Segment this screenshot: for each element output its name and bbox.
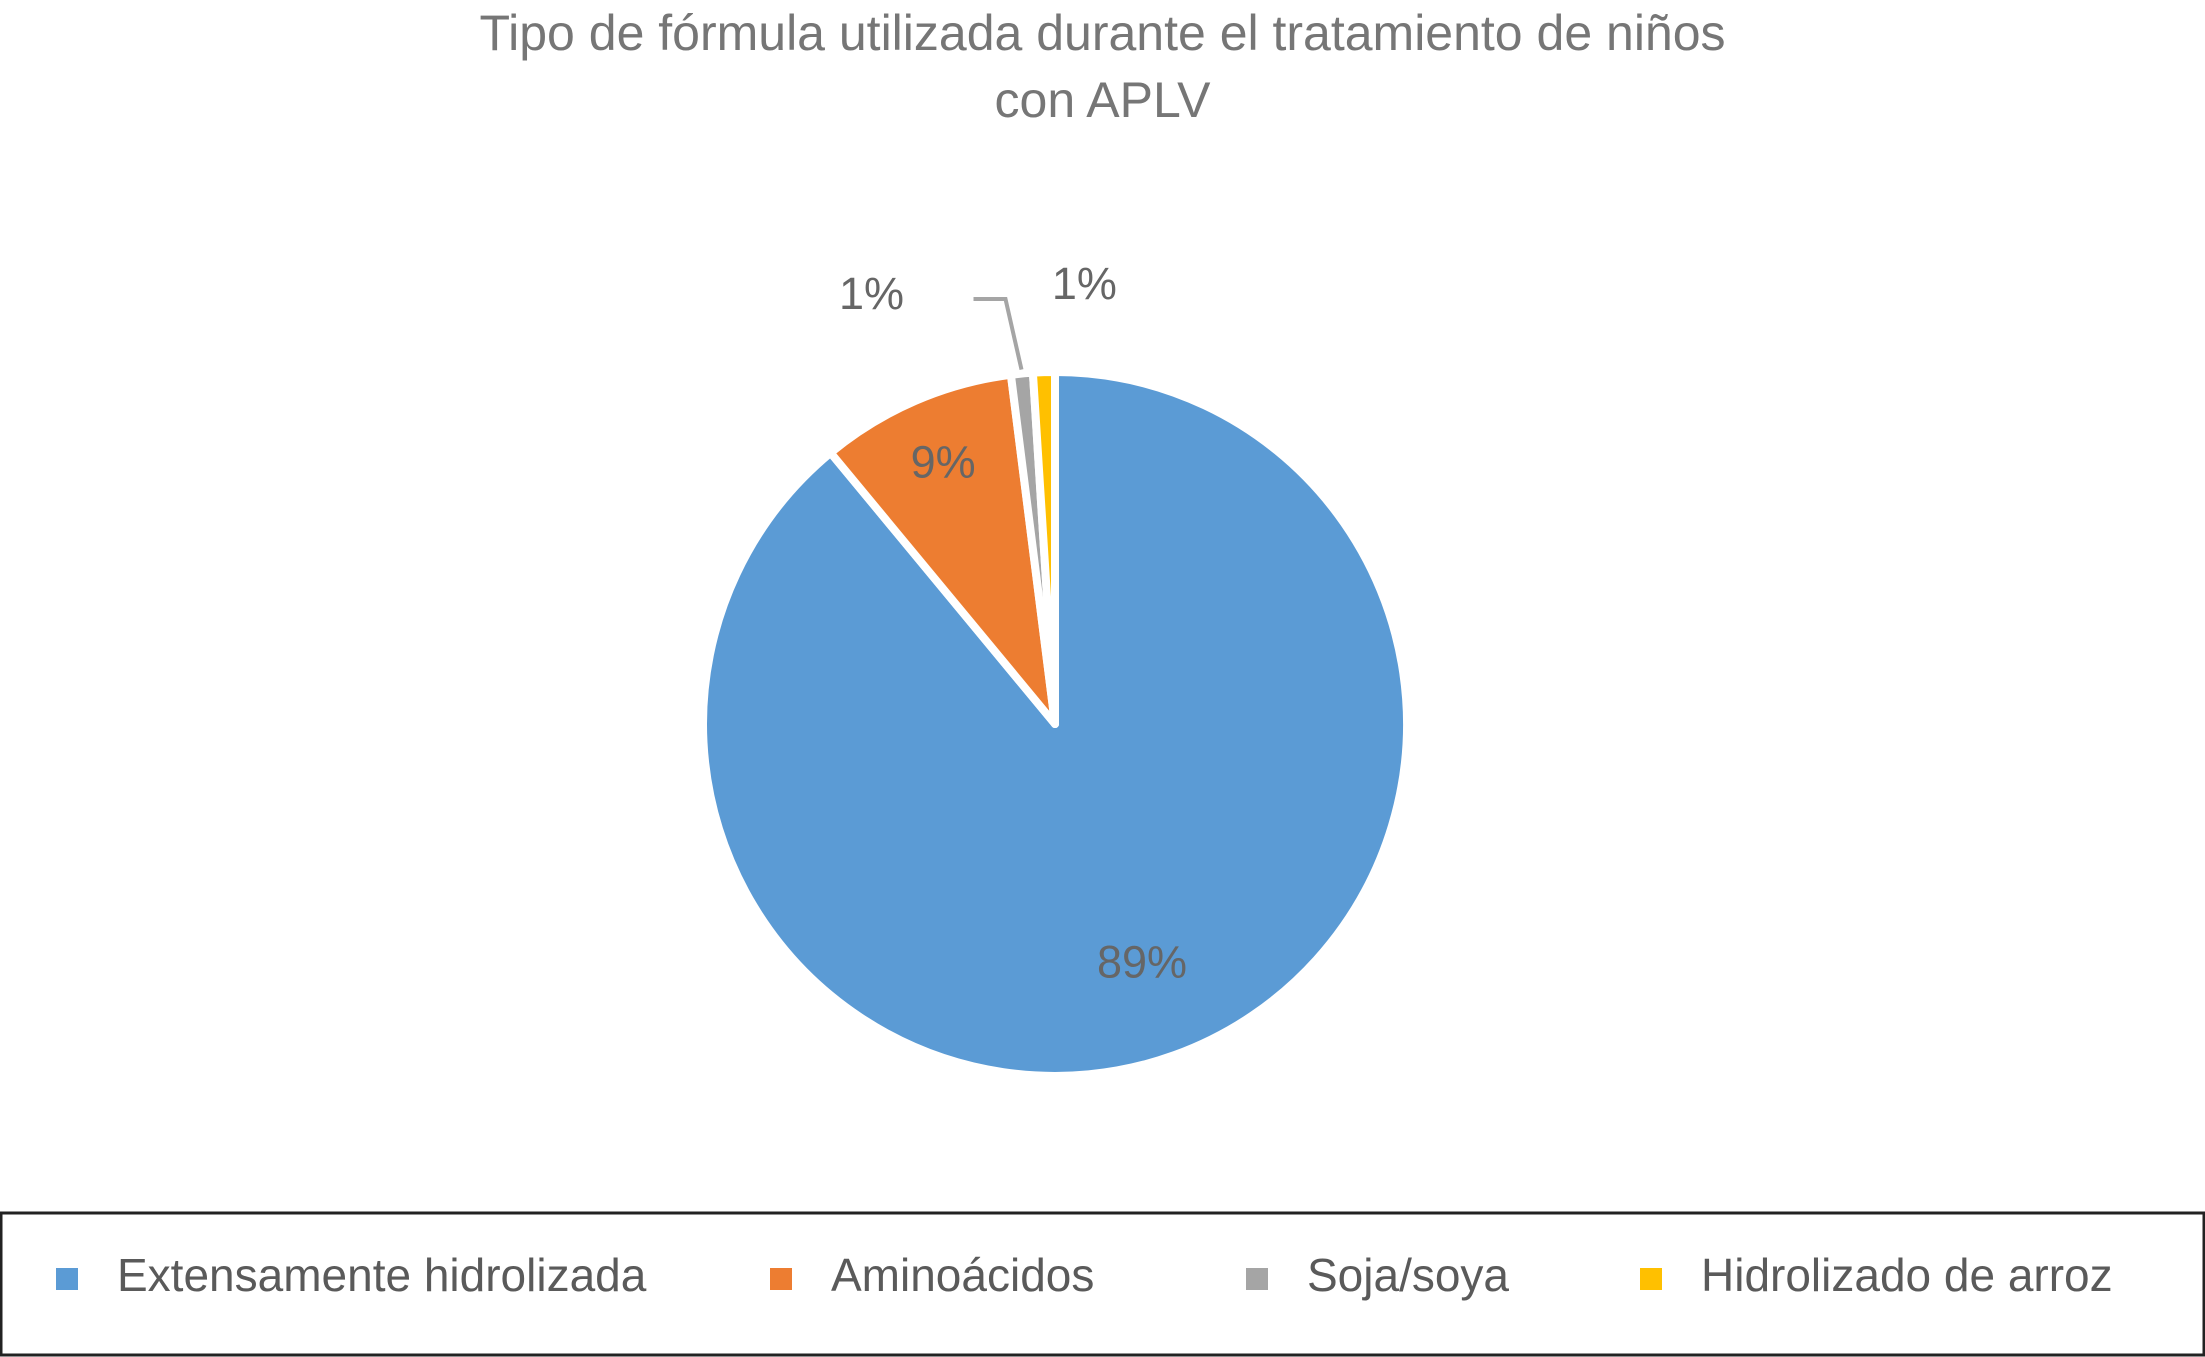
legend-label: Soja/soya (1307, 1249, 1509, 1301)
pie-slice (1028, 368, 1059, 728)
leader-line (973, 297, 1024, 371)
legend-swatch (1246, 1268, 1268, 1290)
chart-title: Tipo de fórmula utilizada durante el tra… (479, 5, 1726, 128)
data-label: 1% (839, 268, 904, 319)
legend-label: Aminoácidos (831, 1249, 1094, 1301)
legend-swatch (1640, 1268, 1662, 1290)
legend-box (0, 1211, 2205, 1357)
legend-swatch (770, 1268, 792, 1290)
legend-label: Extensamente hidrolizada (117, 1249, 647, 1301)
data-label: 1% (1052, 258, 1117, 309)
pie-slice (826, 370, 1059, 728)
legend-swatch (56, 1268, 78, 1290)
legend-label: Hidrolizado de arroz (1701, 1249, 2113, 1301)
data-label: 9% (911, 436, 976, 487)
data-label: 89% (1097, 937, 1187, 988)
